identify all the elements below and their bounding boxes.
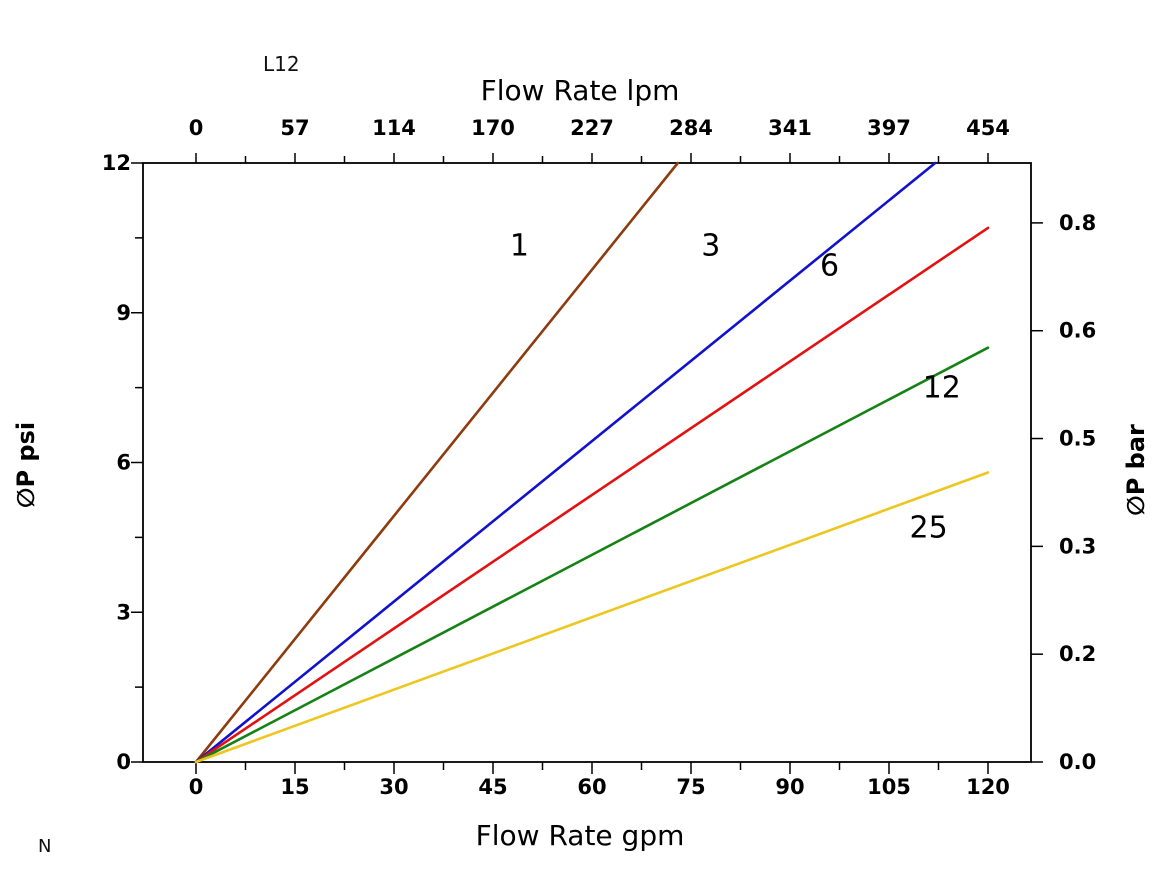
- top-tick-label: 57: [280, 116, 309, 140]
- plot-frame: [142, 162, 1032, 763]
- series-line-25: [194, 471, 990, 764]
- right-axis-title: ∅P bar: [1122, 424, 1150, 516]
- top-tick-label: 341: [768, 116, 812, 140]
- right-tick-label: 0.5: [1059, 427, 1096, 451]
- series-label-1: 1: [510, 228, 529, 263]
- series-label-3: 3: [701, 228, 720, 263]
- right-tick-label: 0.6: [1059, 319, 1096, 343]
- static-labels: L12 N Flow Rate lpm Flow Rate gpm ∅P psi…: [12, 52, 1150, 857]
- top-axis-title: Flow Rate lpm: [481, 74, 680, 107]
- series-label-25: 25: [910, 510, 948, 545]
- left-axis-title: ∅P psi: [12, 422, 40, 508]
- bottom-tick-label: 75: [676, 775, 705, 799]
- generated-chart-content: 0015573011445170602277528490341105397120…: [102, 116, 1096, 799]
- top-tick-label: 170: [471, 116, 515, 140]
- series-label-12: 12: [923, 371, 961, 406]
- bottom-tick-label: 90: [775, 775, 804, 799]
- right-tick-label: 0.0: [1059, 750, 1096, 774]
- bottom-tick-label: 30: [379, 775, 408, 799]
- left-tick-label: 12: [102, 151, 131, 175]
- top-tick-label: 454: [966, 116, 1010, 140]
- top-tick-label: 227: [570, 116, 614, 140]
- series-line-12: [194, 346, 990, 764]
- left-tick-label: 3: [116, 600, 131, 624]
- series-label-6: 6: [820, 248, 839, 283]
- top-tick-label: 397: [867, 116, 911, 140]
- right-tick-label: 0.3: [1059, 534, 1096, 558]
- left-tick-label: 9: [116, 301, 131, 325]
- corner-annotation: N: [38, 836, 51, 857]
- bottom-tick-label: 105: [867, 775, 911, 799]
- top-tick-label: 0: [189, 116, 204, 140]
- bottom-tick-label: 45: [478, 775, 507, 799]
- bottom-tick-label: 0: [189, 775, 204, 799]
- bottom-tick-label: 60: [577, 775, 606, 799]
- model-annotation: L12: [263, 52, 300, 76]
- right-tick-label: 0.2: [1059, 642, 1096, 666]
- bottom-tick-label: 15: [280, 775, 309, 799]
- left-tick-label: 6: [116, 451, 131, 475]
- left-tick-label: 0: [116, 750, 131, 774]
- top-tick-label: 114: [372, 116, 416, 140]
- bottom-tick-label: 120: [966, 775, 1010, 799]
- bottom-axis-title: Flow Rate gpm: [476, 819, 685, 852]
- right-tick-label: 0.8: [1059, 211, 1096, 235]
- series-line-3: [194, 161, 937, 764]
- series-line-6: [194, 226, 990, 764]
- series-line-1: [194, 161, 680, 764]
- top-tick-label: 284: [669, 116, 713, 140]
